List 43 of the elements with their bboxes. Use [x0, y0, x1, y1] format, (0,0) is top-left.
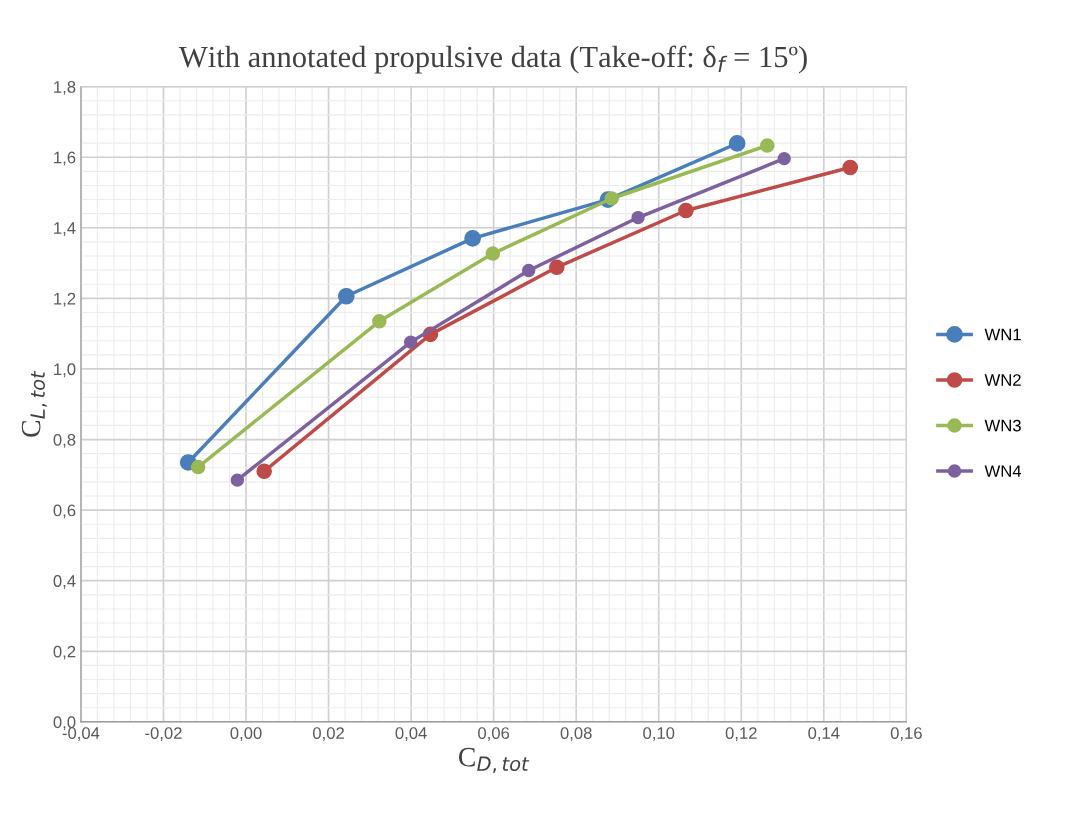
legend-label: WN4 [984, 465, 1022, 477]
y-tick-label: 1,2 [54, 292, 76, 307]
y-tick-label: 1,4 [54, 222, 76, 236]
y-tick-label: 0,6 [53, 504, 76, 519]
point [777, 151, 791, 166]
x-tick-label: 0,08 [560, 727, 592, 741]
x-tick-label: -0,02 [145, 727, 182, 741]
point [604, 191, 619, 206]
point [372, 314, 387, 329]
x-tick-label: 0,00 [230, 727, 262, 741]
point [404, 335, 418, 349]
point [631, 210, 645, 225]
y-tick-label: 1,0 [54, 363, 76, 378]
x-tick-label: 0,02 [312, 727, 344, 741]
x-tick-label: 0,12 [725, 727, 757, 741]
legend-label: WN2 [984, 374, 1021, 386]
point [337, 287, 355, 305]
y-tick-label: 0,2 [53, 645, 76, 660]
y-tick-label: 0,4 [53, 575, 76, 589]
point [256, 463, 272, 480]
point [728, 135, 746, 152]
point [485, 246, 501, 261]
legend-label: WN3 [984, 419, 1021, 432]
x-axis-title: C$_{D,tot}$ [458, 747, 530, 774]
x-tick-label: 0,06 [478, 727, 510, 741]
y-tick-label: 0,8 [53, 433, 76, 448]
y-axis-title: C$_{L,tot}$ [21, 370, 47, 437]
point [230, 473, 245, 487]
point [842, 159, 859, 176]
point [549, 259, 565, 276]
chart-title: With annotated propulsive data (Take-off: δ$_{f}$ = 15º) [178, 45, 807, 74]
y-tick-label: 1,6 [54, 151, 76, 166]
y-tick-label: 1,8 [54, 81, 76, 95]
x-tick-label: 0,16 [890, 727, 922, 741]
x-tick-label: 0,14 [808, 727, 840, 741]
point [678, 202, 694, 219]
point [190, 459, 206, 475]
x-tick-label: 0,10 [643, 727, 675, 741]
x-tick-label: 0,04 [395, 727, 427, 741]
point [522, 263, 536, 278]
point [464, 230, 481, 247]
legend-label: WN1 [984, 328, 1021, 341]
point [760, 138, 775, 153]
